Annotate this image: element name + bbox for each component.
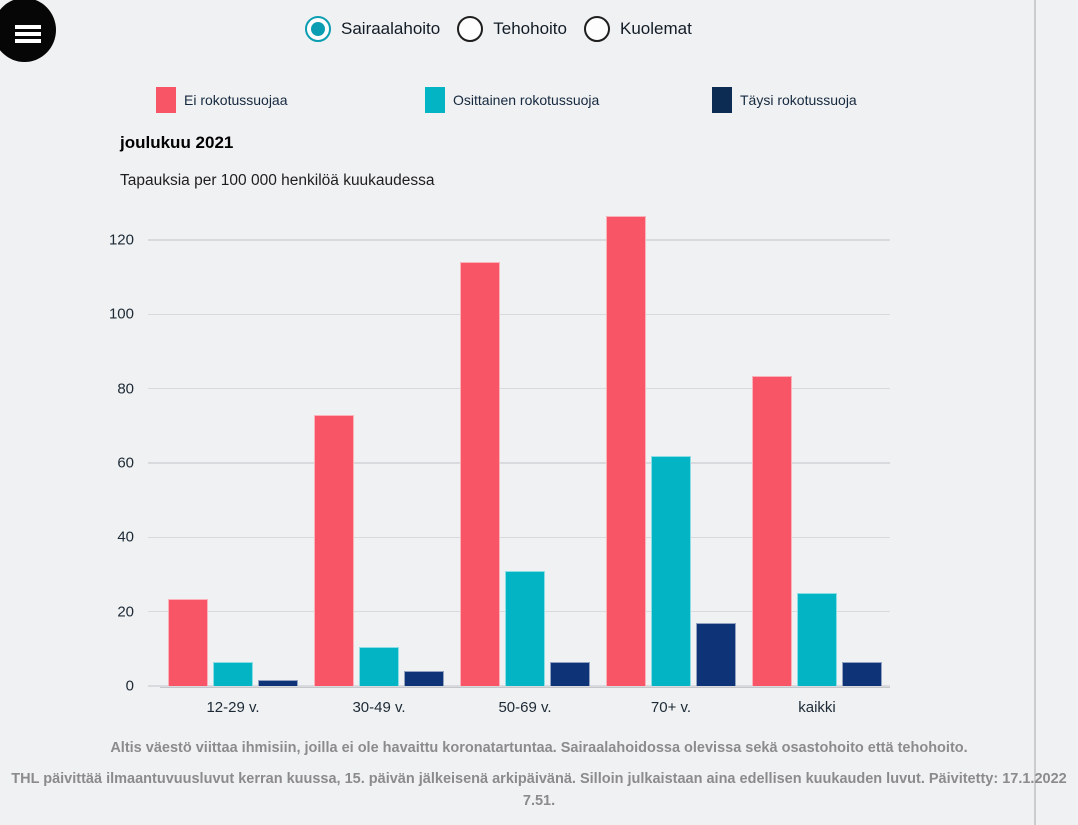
bar-taysi-rokotussuoja-70-v[interactable] [696,622,736,686]
bar-osittainen-rokotussuoja-50-69-v[interactable] [505,570,545,686]
bar-group-30-49-v: 30-49 v. [306,199,452,716]
y-axis-tick-label: 100 [108,305,134,323]
bar-ei-rokotussuojaa-70-v[interactable] [606,215,646,686]
radio-unselected-icon [583,16,610,42]
radio-label: Sairaalahoito [341,19,441,38]
radio-option-sairaalahoito[interactable]: Sairaalahoito [305,16,440,42]
bar-ei-rokotussuojaa-kaikki[interactable] [752,375,792,686]
legend-label: Ei rokotussuojaa [184,92,288,108]
gridline-120: 120 [109,231,890,248]
metric-radio-group: Sairaalahoito Tehohoito Kuolemat [305,16,692,42]
radio-unselected-icon [457,16,484,42]
right-panel-divider [1034,0,1036,825]
legend-item-ei-rokotussuojaa[interactable]: Ei rokotussuojaa [156,87,288,113]
gridline-60: 60 [117,454,890,471]
bar-ei-rokotussuojaa-30-49-v[interactable] [314,414,354,686]
y-axis-tick-label: 80 [117,380,134,398]
gridline-40: 40 [117,529,890,546]
bar-osittainen-rokotussuoja-30-49-v[interactable] [359,646,399,686]
bar-group-70-v: 70+ v. [598,199,744,716]
bar-taysi-rokotussuoja-50-69-v[interactable] [550,661,590,686]
footnote: Altis väestö viittaa ihmisiin, joilla ei… [0,738,1078,812]
bar-osittainen-rokotussuoja-12-29-v[interactable] [213,661,253,686]
bar-osittainen-rokotussuoja-kaikki[interactable] [797,593,837,686]
gridline-100: 100 [109,306,890,323]
chart-title: joulukuu 2021 [120,133,234,152]
bar-group-kaikki: kaikki [744,199,890,716]
footnote-line-2: THL päivittää ilmaantuvuusluvut kerran k… [11,770,1067,809]
legend-swatch-icon [425,87,445,113]
x-axis-category-label: 30-49 v. [352,699,406,716]
chart-legend: Ei rokotussuojaa Osittainen rokotussuoja T… [0,87,1078,117]
bar-ei-rokotussuojaa-12-29-v[interactable] [168,598,208,686]
x-axis-category-label: 12-29 v. [206,699,260,716]
y-axis-tick-label: 0 [125,677,134,695]
bar-taysi-rokotussuoja-kaikki[interactable] [842,661,882,686]
radio-label: Kuolemat [619,19,692,38]
hamburger-icon [15,25,41,46]
legend-label: Osittainen rokotussuoja [453,92,600,108]
legend-item-taysi-rokotussuoja[interactable]: Täysi rokotussuoja [712,87,857,113]
bar-chart-plot: 0 20 40 60 80 100 120 12-29 v. 30-49 v. 50-69 v.… [109,199,890,716]
x-axis-category-label: 70+ v. [650,699,692,716]
y-axis-tick-label: 120 [108,231,134,249]
radio-option-tehohoito[interactable]: Tehohoito [457,16,567,42]
bar-group-50-69-v: 50-69 v. [452,199,598,716]
x-axis-category-label: kaikki [798,699,836,716]
radio-label: Tehohoito [493,19,567,38]
menu-button[interactable] [0,0,56,62]
radio-dot [311,22,325,36]
gridline-80: 80 [117,380,890,397]
bar-ei-rokotussuojaa-50-69-v[interactable] [460,262,500,686]
bar-taysi-rokotussuoja-12-29-v[interactable] [258,680,298,686]
legend-label: Täysi rokotussuoja [740,92,857,108]
radio-option-kuolemat[interactable]: Kuolemat [583,16,692,42]
radio-selected-icon [305,16,331,42]
legend-swatch-icon [712,87,732,113]
chart-subtitle: Tapauksia per 100 000 henkilöä kuukaudes… [120,172,435,189]
bar-osittainen-rokotussuoja-70-v[interactable] [651,455,691,686]
y-axis-tick-label: 40 [117,528,134,546]
bar-group-12-29-v: 12-29 v. [160,199,306,716]
footnote-line-1: Altis väestö viittaa ihmisiin, joilla ei… [110,740,968,756]
x-axis-category-label: 50-69 v. [498,699,552,716]
y-axis-tick-label: 20 [117,603,134,621]
legend-item-osittainen-rokotussuoja[interactable]: Osittainen rokotussuoja [425,87,599,113]
legend-swatch-icon [156,87,176,113]
bar-groups: 12-29 v. 30-49 v. 50-69 v. 70+ v. kaikki [160,199,890,716]
bar-taysi-rokotussuoja-30-49-v[interactable] [404,671,444,686]
gridline-0: 0 [126,678,890,695]
y-axis-tick-label: 60 [117,454,134,472]
